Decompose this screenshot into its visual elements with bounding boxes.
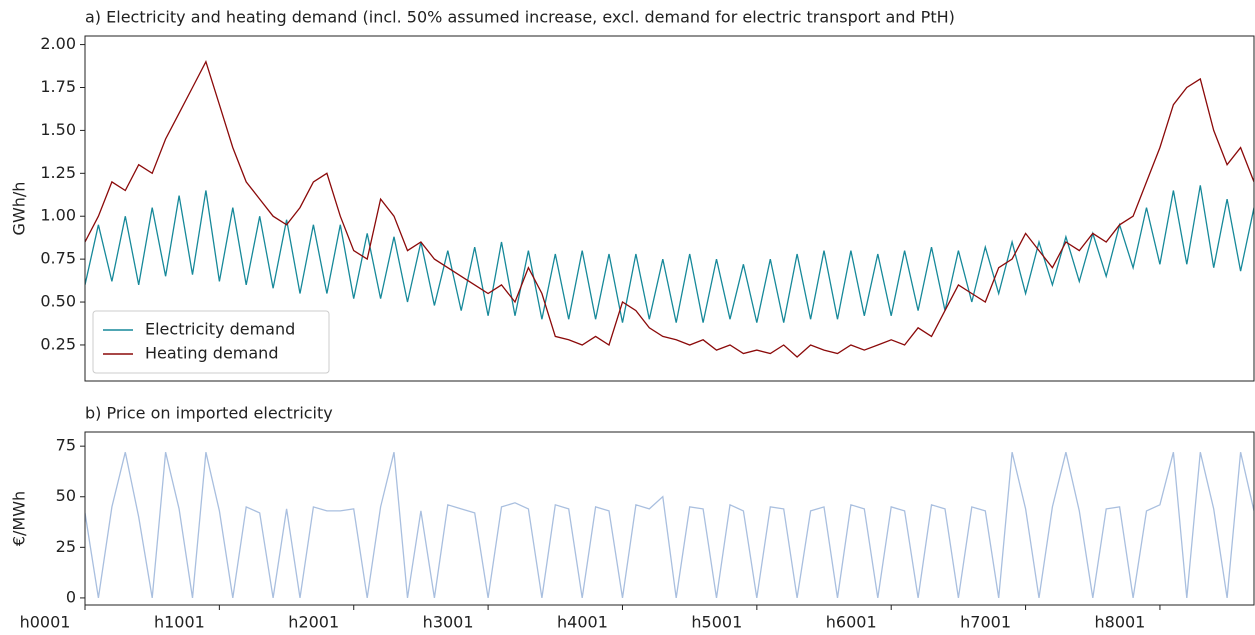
y-tick-label: 0	[66, 587, 76, 606]
x-tick-label: h8001	[1095, 613, 1146, 632]
axes-frame	[84, 35, 1255, 382]
series-line	[85, 452, 1254, 599]
x-tick-label: h7001	[960, 613, 1011, 632]
plot-area	[85, 60, 1254, 358]
x-tick-label: h1001	[154, 613, 205, 632]
legend-label: Electricity demand	[145, 320, 295, 339]
axes-frame	[84, 431, 1255, 606]
y-tick-label: 0.75	[40, 249, 76, 268]
y-axis-label: GWh/h	[10, 182, 29, 236]
legend-box	[92, 310, 330, 374]
legend-label: Heating demand	[145, 344, 278, 363]
series-line	[85, 185, 1254, 323]
y-tick-label: 50	[56, 486, 76, 505]
x-tick-label: h4001	[557, 613, 608, 632]
y-tick-label: 1.00	[40, 206, 76, 225]
y-tick-label: 1.50	[40, 120, 76, 139]
y-tick-label: 75	[56, 436, 76, 455]
x-tick-label: h2001	[288, 613, 339, 632]
plot-area	[85, 452, 1254, 599]
y-tick-label: 1.75	[40, 77, 76, 96]
y-axis-label: €/MWh	[10, 491, 29, 546]
series-line	[85, 60, 1254, 358]
x-tick-label: h0001	[20, 613, 71, 632]
x-tick-label: h6001	[826, 613, 877, 632]
y-tick-label: 2.00	[40, 34, 76, 53]
y-tick-label: 0.50	[40, 292, 76, 311]
y-tick-label: 1.25	[40, 163, 76, 182]
y-tick-label: 0.25	[40, 334, 76, 353]
x-tick-label: h3001	[423, 613, 474, 632]
chart-title: b) Price on imported electricity	[85, 404, 333, 423]
y-tick-label: 25	[56, 537, 76, 556]
x-tick-label: h5001	[691, 613, 742, 632]
chart-title: a) Electricity and heating demand (incl.…	[85, 8, 955, 27]
